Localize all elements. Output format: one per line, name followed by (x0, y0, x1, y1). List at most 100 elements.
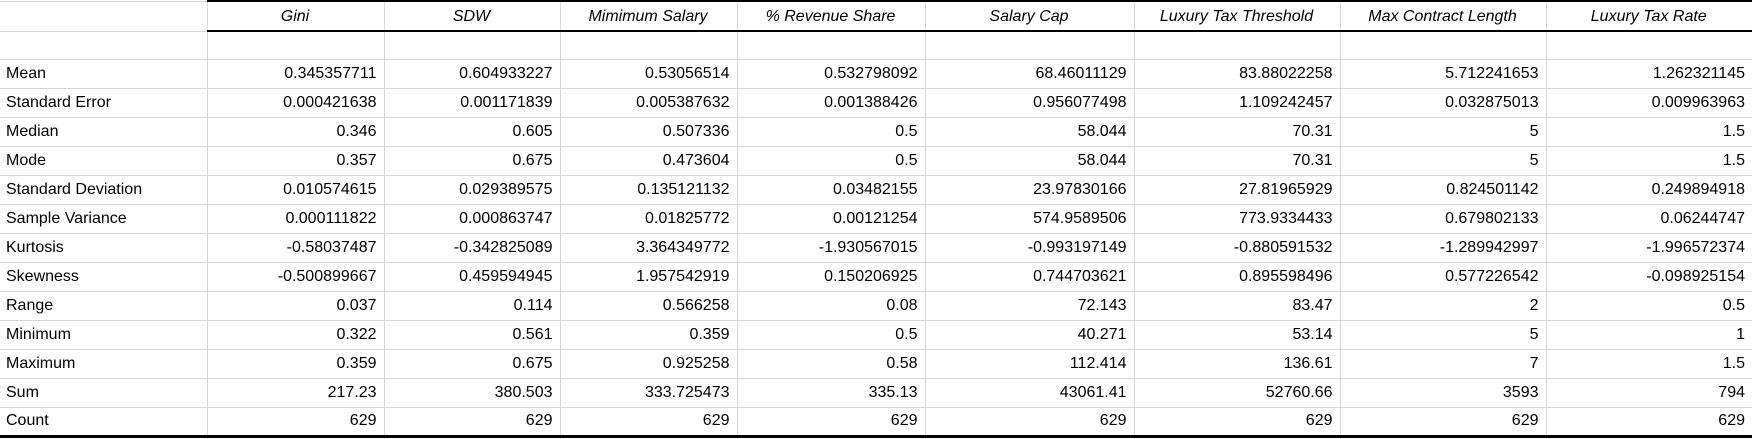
value-cell[interactable]: 0.359 (559, 319, 738, 350)
value-cell[interactable]: 335.13 (736, 377, 926, 408)
value-cell[interactable]: -1.930567015 (736, 232, 926, 263)
value-cell[interactable]: 0.561 (383, 319, 561, 350)
value-cell[interactable]: 0.577226542 (1339, 261, 1547, 292)
value-cell[interactable]: 0.459594945 (383, 261, 561, 292)
value-cell[interactable]: 0.53056514 (559, 58, 738, 89)
column-header[interactable]: % Revenue Share (736, 0, 926, 32)
empty-cell[interactable] (736, 30, 926, 60)
value-cell[interactable]: 83.88022258 (1133, 58, 1341, 89)
value-cell[interactable]: 0.001171839 (383, 87, 561, 118)
value-cell[interactable]: 574.9589506 (924, 203, 1135, 234)
column-header[interactable]: Luxury Tax Threshold (1133, 0, 1341, 32)
value-cell[interactable]: 629 (383, 406, 561, 438)
value-cell[interactable]: 0.357 (206, 145, 385, 176)
row-label[interactable]: Sum (0, 377, 208, 408)
value-cell[interactable]: -1.996572374 (1545, 232, 1752, 263)
value-cell[interactable]: 0.5 (1545, 290, 1752, 321)
value-cell[interactable]: 0.00121254 (736, 203, 926, 234)
value-cell[interactable]: 0.956077498 (924, 87, 1135, 118)
value-cell[interactable]: 0.005387632 (559, 87, 738, 118)
row-label[interactable]: Standard Error (0, 87, 208, 118)
value-cell[interactable]: 0.5 (736, 116, 926, 147)
row-label[interactable]: Sample Variance (0, 203, 208, 234)
value-cell[interactable]: 1.5 (1545, 348, 1752, 379)
value-cell[interactable]: 0.032875013 (1339, 87, 1547, 118)
value-cell[interactable]: 629 (736, 406, 926, 438)
value-cell[interactable]: 0.001388426 (736, 87, 926, 118)
value-cell[interactable]: 0.000111822 (206, 203, 385, 234)
value-cell[interactable]: 53.14 (1133, 319, 1341, 350)
value-cell[interactable]: 83.47 (1133, 290, 1341, 321)
empty-cell[interactable] (206, 30, 385, 60)
empty-cell[interactable] (559, 30, 738, 60)
value-cell[interactable]: -0.880591532 (1133, 232, 1341, 263)
value-cell[interactable]: 629 (559, 406, 738, 438)
column-header[interactable]: Max Contract Length (1339, 0, 1547, 32)
value-cell[interactable]: 333.725473 (559, 377, 738, 408)
value-cell[interactable]: -0.098925154 (1545, 261, 1752, 292)
row-label[interactable]: Range (0, 290, 208, 321)
row-label[interactable]: Skewness (0, 261, 208, 292)
value-cell[interactable]: 0.675 (383, 145, 561, 176)
value-cell[interactable]: -0.993197149 (924, 232, 1135, 263)
value-cell[interactable]: 1.5 (1545, 116, 1752, 147)
column-header[interactable]: Gini (206, 0, 385, 32)
value-cell[interactable]: 0.473604 (559, 145, 738, 176)
value-cell[interactable]: 0.5 (736, 145, 926, 176)
empty-cell[interactable] (1545, 30, 1752, 60)
column-header[interactable]: Salary Cap (924, 0, 1135, 32)
value-cell[interactable]: 0.249894918 (1545, 174, 1752, 205)
value-cell[interactable]: 0.824501142 (1339, 174, 1547, 205)
value-cell[interactable]: 0.08 (736, 290, 926, 321)
value-cell[interactable]: 0.58 (736, 348, 926, 379)
value-cell[interactable]: 0.000863747 (383, 203, 561, 234)
value-cell[interactable]: 629 (924, 406, 1135, 438)
value-cell[interactable]: 0.346 (206, 116, 385, 147)
value-cell[interactable]: 217.23 (206, 377, 385, 408)
value-cell[interactable]: 52760.66 (1133, 377, 1341, 408)
value-cell[interactable]: 70.31 (1133, 116, 1341, 147)
value-cell[interactable]: 773.9334433 (1133, 203, 1341, 234)
value-cell[interactable]: 0.895598496 (1133, 261, 1341, 292)
value-cell[interactable]: 5 (1339, 116, 1547, 147)
corner-cell[interactable] (0, 0, 208, 32)
empty-cell[interactable] (1133, 30, 1341, 60)
value-cell[interactable]: 0.604933227 (383, 58, 561, 89)
value-cell[interactable]: 0.009963963 (1545, 87, 1752, 118)
value-cell[interactable]: 0.150206925 (736, 261, 926, 292)
value-cell[interactable]: 27.81965929 (1133, 174, 1341, 205)
value-cell[interactable]: 5.712241653 (1339, 58, 1547, 89)
value-cell[interactable]: 0.135121132 (559, 174, 738, 205)
empty-cell[interactable] (0, 30, 208, 60)
value-cell[interactable]: 629 (1133, 406, 1341, 438)
value-cell[interactable]: 70.31 (1133, 145, 1341, 176)
empty-cell[interactable] (383, 30, 561, 60)
value-cell[interactable]: -0.500899667 (206, 261, 385, 292)
row-label[interactable]: Maximum (0, 348, 208, 379)
value-cell[interactable]: 0.744703621 (924, 261, 1135, 292)
row-label[interactable]: Median (0, 116, 208, 147)
value-cell[interactable]: 1 (1545, 319, 1752, 350)
row-label[interactable]: Kurtosis (0, 232, 208, 263)
value-cell[interactable]: -0.58037487 (206, 232, 385, 263)
value-cell[interactable]: 3.364349772 (559, 232, 738, 263)
value-cell[interactable]: 0.532798092 (736, 58, 926, 89)
value-cell[interactable]: 1.109242457 (1133, 87, 1341, 118)
value-cell[interactable]: 0.605 (383, 116, 561, 147)
value-cell[interactable]: 0.03482155 (736, 174, 926, 205)
value-cell[interactable]: 7 (1339, 348, 1547, 379)
value-cell[interactable]: 0.925258 (559, 348, 738, 379)
value-cell[interactable]: -0.342825089 (383, 232, 561, 263)
column-header[interactable]: Mimimum Salary (559, 0, 738, 32)
value-cell[interactable]: 0.037 (206, 290, 385, 321)
row-label[interactable]: Minimum (0, 319, 208, 350)
value-cell[interactable]: 0.5 (736, 319, 926, 350)
row-label[interactable]: Count (0, 406, 208, 438)
row-label[interactable]: Mean (0, 58, 208, 89)
value-cell[interactable]: 0.507336 (559, 116, 738, 147)
value-cell[interactable]: 0.359 (206, 348, 385, 379)
value-cell[interactable]: 0.345357711 (206, 58, 385, 89)
value-cell[interactable]: 629 (1339, 406, 1547, 438)
value-cell[interactable]: 2 (1339, 290, 1547, 321)
value-cell[interactable]: 1.957542919 (559, 261, 738, 292)
